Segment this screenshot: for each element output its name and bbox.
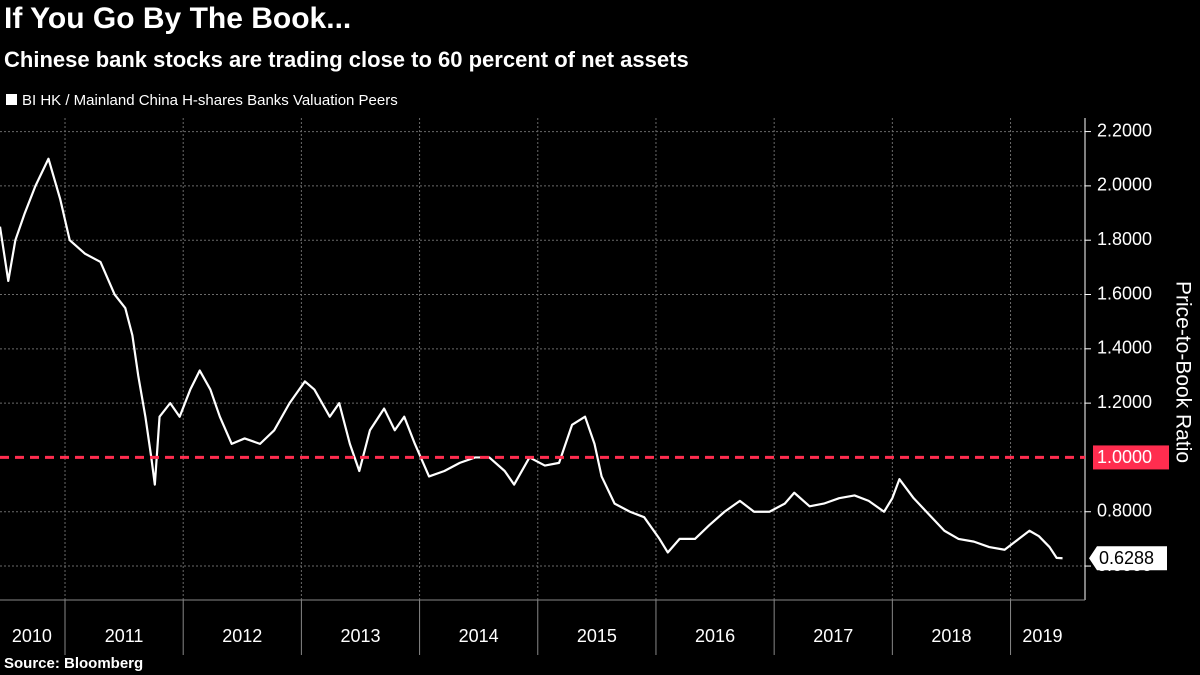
- chart-title: If You Go By The Book...: [4, 2, 351, 35]
- y-tick-label: 1.6000: [1097, 283, 1152, 303]
- x-tick-label: 2017: [813, 626, 853, 646]
- legend-label: BI HK / Mainland China H-shares Banks Va…: [22, 92, 398, 109]
- x-tick-label: 2010: [12, 626, 52, 646]
- x-tick-label: 2013: [340, 626, 380, 646]
- source: Source: Bloomberg: [4, 655, 143, 672]
- x-tick-label: 2014: [459, 626, 499, 646]
- x-tick-label: 2016: [695, 626, 735, 646]
- last-value-label: 0.6288: [1099, 548, 1154, 568]
- last-value-box: [1089, 546, 1167, 571]
- y-tick-label: 1.8000: [1097, 229, 1152, 249]
- x-tick-label: 2015: [577, 626, 617, 646]
- y-axis-label: Price-to-Book Ratio: [1171, 281, 1194, 463]
- x-tick-label: 2019: [1022, 626, 1062, 646]
- y-tick-label: 2.0000: [1097, 175, 1152, 195]
- reference-label: 1.0000: [1097, 447, 1152, 467]
- y-tick-label: 2.2000: [1097, 120, 1152, 140]
- chart-subtitle: Chinese bank stocks are trading close to…: [4, 47, 689, 72]
- x-tick-label: 2018: [931, 626, 971, 646]
- reference-label-box: [1093, 445, 1169, 470]
- series-line: [0, 157, 1063, 560]
- y-tick-label: 1.4000: [1097, 338, 1152, 358]
- y-tick-label: 1.2000: [1097, 392, 1152, 412]
- legend-swatch: [6, 94, 17, 105]
- y-tick-label: 0.8000: [1097, 500, 1152, 520]
- x-tick-label: 2011: [105, 626, 144, 646]
- x-tick-label: 2012: [222, 626, 262, 646]
